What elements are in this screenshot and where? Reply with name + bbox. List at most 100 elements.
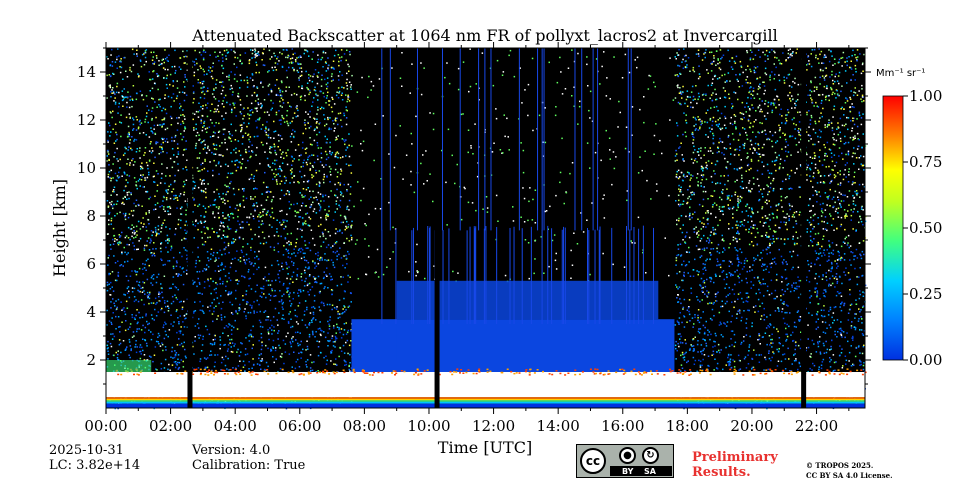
noise-pixel <box>233 106 236 109</box>
noise-pixel <box>284 351 287 353</box>
noise-pixel <box>289 257 292 259</box>
noise-pixel <box>232 367 234 369</box>
noise-pixel <box>847 272 850 274</box>
noise-pixel <box>118 326 120 328</box>
noise-pixel <box>858 345 860 347</box>
noise-pixel <box>170 323 172 325</box>
noise-pixel <box>207 147 209 149</box>
noise-pixel <box>112 333 114 335</box>
noise-pixel <box>799 319 802 321</box>
noise-pixel <box>131 159 133 162</box>
noise-pixel <box>345 106 347 108</box>
noise-pixel <box>222 67 225 70</box>
noise-pixel <box>335 152 337 154</box>
noise-pixel <box>267 329 269 331</box>
noise-pixel <box>299 63 301 65</box>
noise-pixel <box>745 322 747 324</box>
noise-pixel <box>267 196 269 198</box>
noise-pixel <box>320 282 323 285</box>
noise-pixel <box>317 346 320 348</box>
noise-pixel <box>197 186 200 189</box>
noise-pixel <box>327 82 329 84</box>
noise-pixel <box>205 211 207 213</box>
noise-pixel <box>832 169 834 171</box>
noise-pixel <box>250 102 253 105</box>
noise-pixel <box>117 353 119 356</box>
noise-pixel <box>145 49 148 51</box>
noise-pixel <box>107 347 109 349</box>
noise-pixel <box>131 224 133 226</box>
noise-pixel <box>320 329 322 331</box>
noise-pixel <box>137 284 140 286</box>
noise-pixel <box>343 242 345 244</box>
noise-pixel <box>193 113 196 115</box>
noise-pixel <box>141 268 144 270</box>
noise-pixel <box>147 323 149 326</box>
noise-pixel <box>341 232 343 234</box>
noise-pixel <box>249 311 252 314</box>
noise-pixel <box>210 292 212 295</box>
noise-pixel <box>110 131 112 133</box>
noise-pixel <box>142 281 144 283</box>
noise-pixel <box>237 166 239 169</box>
noise-pixel <box>252 79 254 81</box>
noise-pixel <box>324 259 326 261</box>
noise-pixel <box>347 226 349 228</box>
noise-pixel <box>345 218 347 220</box>
noise-pixel <box>328 127 331 129</box>
noise-pixel <box>107 139 109 142</box>
noise-pixel <box>229 266 232 269</box>
noise-pixel <box>158 291 160 293</box>
noise-pixel <box>195 58 197 60</box>
noise-pixel <box>217 131 220 133</box>
noise-pixel <box>137 321 139 324</box>
noise-pixel <box>131 105 133 108</box>
noise-pixel <box>110 203 112 206</box>
noise-pixel <box>148 136 151 138</box>
noise-pixel <box>345 254 347 257</box>
noise-pixel <box>828 285 830 287</box>
noise-pixel <box>167 68 169 71</box>
noise-pixel <box>222 192 224 195</box>
noise-pixel <box>134 318 136 320</box>
noise-pixel <box>220 361 223 364</box>
noise-pixel <box>157 228 160 231</box>
noise-pixel <box>339 71 341 73</box>
noise-pixel <box>774 88 777 91</box>
noise-pixel <box>328 100 331 102</box>
noise-pixel <box>193 187 196 189</box>
noise-pixel <box>139 290 141 293</box>
noise-pixel <box>812 186 814 188</box>
noise-pixel <box>288 191 290 193</box>
noise-pixel <box>239 360 241 362</box>
noise-pixel <box>178 361 181 364</box>
noise-pixel <box>305 247 308 249</box>
noise-pixel <box>822 315 824 318</box>
noise-pixel <box>173 100 175 102</box>
noise-pixel <box>185 94 188 96</box>
noise-pixel <box>303 52 305 55</box>
noise-pixel <box>781 148 783 150</box>
noise-pixel <box>805 101 807 103</box>
noise-pixel <box>201 80 203 83</box>
noise-pixel <box>153 175 155 177</box>
noise-pixel <box>323 114 325 116</box>
noise-pixel <box>218 173 220 175</box>
noise-pixel <box>113 156 115 158</box>
noise-pixel <box>247 271 250 273</box>
noise-pixel <box>345 363 348 366</box>
noise-pixel <box>749 109 751 111</box>
noise-pixel <box>200 67 202 69</box>
noise-pixel <box>230 172 232 175</box>
noise-pixel <box>168 287 171 290</box>
noise-pixel <box>689 347 691 350</box>
noise-pixel <box>681 321 683 324</box>
noise-pixel <box>226 49 228 51</box>
noise-pixel <box>143 249 146 251</box>
noise-pixel <box>150 276 153 279</box>
noise-pixel <box>258 119 260 121</box>
noise-pixel <box>316 281 318 284</box>
noise-pixel <box>309 116 311 118</box>
noise-pixel <box>325 363 328 365</box>
noise-pixel <box>201 293 203 295</box>
